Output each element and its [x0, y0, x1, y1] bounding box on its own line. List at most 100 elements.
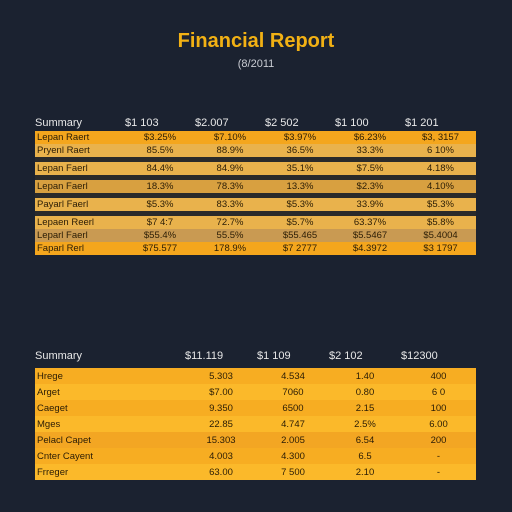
table-row: Lepaen Reerl $7 4:7 72.7% $5.7% 63.37% $… [35, 216, 476, 229]
table-cell: 72.7% [216, 217, 244, 228]
table-cell: 2.15 [355, 402, 375, 414]
table-cell: 6.00 [429, 418, 448, 430]
row-label: Hrege [37, 370, 63, 382]
table-cell: 2.005 [281, 434, 305, 446]
table-cell: - [436, 466, 441, 478]
column-header: $2.007 [195, 117, 229, 129]
table-row: Cnter Cayent 4.003 4.300 6.5 - [35, 448, 476, 464]
table-cell: $7 2777 [282, 243, 318, 254]
table-cell: 35.1% [286, 163, 314, 174]
column-header: $1 100 [335, 117, 369, 129]
column-header: $1 109 [257, 350, 291, 362]
table-cell: 4.10% [427, 181, 454, 192]
table-cell: $75.577 [142, 243, 178, 254]
table-cell: $3 1797 [423, 243, 458, 254]
table-cell: 6 10% [427, 145, 454, 156]
table-cell: 2.10 [355, 466, 375, 478]
row-label: Leparl Faerl [37, 230, 88, 241]
column-header: $1 201 [405, 117, 439, 129]
table-cell: 200 [430, 434, 447, 446]
table-cell: 7060 [282, 386, 304, 398]
column-header: $12300 [401, 350, 438, 362]
row-divider [35, 193, 476, 198]
column-header: Summary [35, 117, 83, 129]
row-label: Mges [37, 418, 61, 430]
table-cell: 1.40 [355, 370, 375, 382]
table-cell: $7.5% [356, 163, 384, 174]
row-divider [35, 157, 476, 162]
table-row: Pryenl Raert 85.5% 88.9% 36.5% 33.3% 6 1… [35, 144, 476, 157]
table-row: Lepan Faerl 18.3% 78.3% 13.3% $2.3% 4.10… [35, 180, 476, 193]
table-row: Lepan Raert $3.25% $7.10% $3.97% $6.23% … [35, 131, 476, 144]
table-cell: 33.9% [356, 199, 384, 210]
row-label: Lepan Faerl [37, 163, 88, 174]
column-header: $1 103 [125, 117, 159, 129]
table-row: Pelacl Capet 15.303 2.005 6.54 200 [35, 432, 476, 448]
table-cell: 33.3% [356, 145, 384, 156]
table-cell: $5.3% [427, 199, 454, 210]
row-label: Cnter Cayent [37, 450, 93, 462]
table-cell: 4.18% [427, 163, 454, 174]
table-cell: 84.9% [216, 163, 244, 174]
table-cell: 36.5% [286, 145, 314, 156]
table-cell: 6500 [282, 402, 304, 414]
summary-table-2: Summary $11.119 $1 109 $2 102 $12300 Hre… [35, 349, 476, 480]
row-label: Pryenl Raert [37, 145, 90, 156]
table-cell: $3, 3157 [422, 132, 459, 143]
table-cell: 6.54 [355, 434, 375, 446]
row-label: Lepan Faerl [37, 181, 88, 192]
row-label: Pelacl Capet [37, 434, 91, 446]
table-cell: 4.300 [281, 450, 305, 462]
table-row: Arget $7.00 7060 0.80 6 0 [35, 384, 476, 400]
table-cell: 178.9% [213, 243, 247, 254]
table-cell: 4.003 [209, 450, 233, 462]
table-row: Caeget 9.350 6500 2.15 100 [35, 400, 476, 416]
table-cell: 4.534 [281, 370, 305, 382]
row-label: Arget [37, 386, 60, 398]
table-cell: 5.303 [209, 370, 233, 382]
table-cell: 22.85 [209, 418, 233, 430]
table-cell: 2.5% [354, 418, 376, 430]
table-cell: 7 500 [281, 466, 305, 478]
table-cell: 13.3% [286, 181, 314, 192]
table-cell: $55.4% [143, 230, 177, 241]
column-header: $2 502 [265, 117, 299, 129]
table-cell: 84.4% [146, 163, 174, 174]
summary-table-1: Summary $1 103 $2.007 $2 502 $1 100 $1 2… [35, 116, 476, 255]
table-cell: $5.3% [286, 199, 314, 210]
column-header: Summary [35, 350, 83, 362]
table-cell: 63.00 [209, 466, 233, 478]
table-cell: $3.97% [283, 132, 317, 143]
column-header: $2 102 [329, 350, 363, 362]
table-cell: 83.3% [216, 199, 244, 210]
table-cell: $5.3% [146, 199, 174, 210]
row-label: Caeget [37, 402, 68, 414]
table-cell: $7 4:7 [146, 217, 174, 228]
table-cell: 6.5 [358, 450, 372, 462]
report-title: Financial Report [177, 30, 335, 52]
table-cell: 4.747 [281, 418, 305, 430]
table-row: Mges 22.85 4.747 2.5% 6.00 [35, 416, 476, 432]
row-label: Faparl Rerl [37, 243, 84, 254]
row-label: Payarl Faerl [37, 199, 89, 210]
table-cell: 55.5% [216, 230, 244, 241]
column-header: $11.119 [185, 350, 224, 362]
table-cell: $5.4004 [423, 230, 458, 241]
table-cell: 0.80 [355, 386, 375, 398]
table-row: Lepan Faerl 84.4% 84.9% 35.1% $7.5% 4.18… [35, 162, 476, 175]
table-row: Hrege 5.303 4.534 1.40 400 [35, 368, 476, 384]
table-cell: - [436, 450, 441, 462]
table-cell: 6 0 [431, 386, 446, 398]
table-row: Leparl Faerl $55.4% 55.5% $55.465 $5.546… [35, 229, 476, 242]
table-cell: $7.00 [209, 386, 233, 398]
row-label: Frreger [37, 466, 69, 478]
table-row: Payarl Faerl $5.3% 83.3% $5.3% 33.9% $5.… [35, 198, 476, 211]
table-row: Faparl Rerl $75.577 178.9% $7 2777 $4.39… [35, 242, 476, 255]
table-cell: $3.25% [143, 132, 177, 143]
report-subtitle: (8/2011 [237, 58, 275, 70]
table-cell: 18.3% [146, 181, 174, 192]
table-cell: 78.3% [216, 181, 244, 192]
table-cell: 9.350 [209, 402, 233, 414]
table-cell: 400 [430, 370, 447, 382]
table-cell: 15.303 [206, 434, 236, 446]
